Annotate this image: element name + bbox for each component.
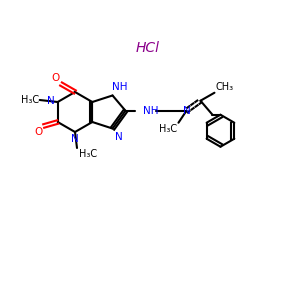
Text: N: N	[115, 131, 122, 142]
Text: N: N	[71, 134, 79, 144]
Text: NH: NH	[112, 82, 127, 92]
Text: H₃C: H₃C	[159, 124, 178, 134]
Text: O: O	[52, 73, 60, 83]
Text: H₃C: H₃C	[21, 95, 39, 105]
Text: HCl: HCl	[136, 41, 160, 55]
Text: CH₃: CH₃	[215, 82, 234, 92]
Text: N: N	[183, 106, 190, 116]
Text: O: O	[34, 127, 43, 137]
Text: N: N	[47, 96, 55, 106]
Text: NH: NH	[143, 106, 159, 116]
Text: H₃C: H₃C	[79, 149, 97, 159]
